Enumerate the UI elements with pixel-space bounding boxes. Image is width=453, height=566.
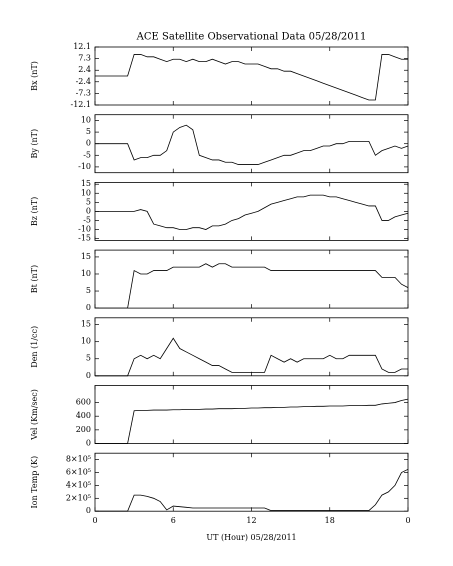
y-tick-label: 0 [86,439,91,448]
data-line [95,337,408,377]
y-tick-label: -7.3 [76,88,91,97]
y-tick-label: 5 [86,354,91,363]
y-axis-label: Bt (nT) [30,265,39,293]
data-line [95,194,409,230]
y-tick-label: 0 [86,303,91,312]
x-tick-label: 18 [325,516,335,525]
y-axis-label: Ion Temp (K) [30,456,39,509]
data-line [95,263,409,309]
y-tick-label: 0 [86,506,91,515]
y-tick-label: 8×10⁵ [66,455,91,464]
data-line [95,124,409,165]
data-line [95,398,409,444]
y-axis-label: By (nT) [30,129,39,159]
y-tick-label: 0 [86,371,91,380]
y-axis-label: Den (1/cc) [30,326,39,368]
x-tick-label: 0 [92,516,97,525]
plot-frame [94,452,409,512]
x-tick-label: 6 [171,516,176,525]
y-tick-label: 10 [81,337,91,346]
y-tick-label: 10 [81,188,91,197]
data-line [95,54,408,101]
y-tick-label: 15 [81,320,91,329]
y-tick-label: -10 [78,225,91,234]
y-tick-label: 600 [76,398,91,407]
y-axis-label: Bz (nT) [30,197,39,226]
plot-frame [94,249,409,309]
y-tick-label: 0 [86,206,91,215]
chart-title: ACE Satellite Observational Data 05/28/2… [136,32,367,43]
y-tick-label: 15 [81,252,91,261]
plot-frame [94,317,409,377]
y-tick-label: -5 [83,215,91,224]
y-tick-label: -5 [83,150,91,159]
x-axis-label: UT (Hour) 05/28/2011 [206,533,296,542]
y-tick-label: 5 [86,286,91,295]
y-tick-label: 200 [76,425,91,434]
x-tick-label: 12 [246,516,256,525]
y-tick-label: 12.1 [73,42,91,51]
y-axis-label: Bx (nT) [30,61,39,91]
y-tick-label: -10 [78,162,91,171]
plot-frame [94,181,409,241]
y-tick-label: 15 [81,179,91,188]
y-tick-label: -12.1 [70,100,91,109]
data-line [95,468,409,512]
y-tick-label: -2.4 [76,77,91,86]
y-tick-label: 10 [81,269,91,278]
y-tick-label: -15 [78,234,91,243]
y-tick-label: 7.3 [78,54,91,63]
y-tick-label: 0 [86,139,91,148]
y-tick-label: 5 [86,197,91,206]
y-tick-label: 10 [81,116,91,125]
y-axis-label: Vel (Km/sec) [30,389,39,441]
x-tick-label: 0 [405,516,410,525]
plot-frame [94,46,409,106]
y-tick-label: 2×10⁵ [66,493,91,502]
plot-frame [94,385,409,444]
y-tick-label: 5 [86,127,91,136]
y-tick-label: 2.4 [78,65,91,74]
y-tick-label: 400 [76,411,91,420]
y-tick-label: 4×10⁵ [66,480,91,489]
y-tick-label: 6×10⁵ [66,468,91,477]
plot-frame [94,114,409,174]
